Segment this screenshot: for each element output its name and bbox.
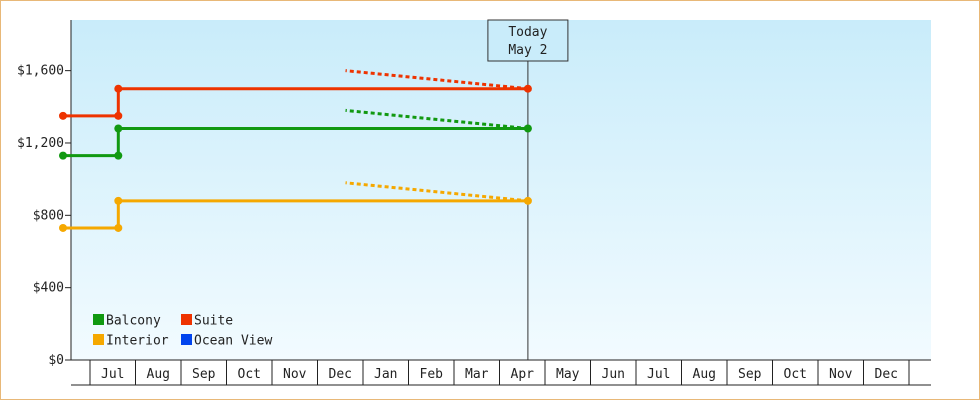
y-tick-label: $800	[33, 208, 64, 223]
legend-label-ocean-view: Ocean View	[194, 334, 272, 349]
x-month-label: Nov	[283, 367, 307, 382]
data-point-balcony	[114, 151, 123, 160]
data-point-balcony	[114, 124, 123, 133]
legend-swatch-interior	[93, 334, 104, 345]
legend-label-suite: Suite	[194, 314, 233, 329]
data-point-suite	[114, 111, 123, 120]
legend-swatch-ocean-view	[181, 334, 192, 345]
x-month-label: Oct	[238, 367, 261, 382]
x-month-label: Sep	[192, 367, 216, 382]
forecast-line-suite	[345, 69, 529, 91]
legend: Balcony Suite Interior Ocean View	[93, 314, 272, 349]
legend-swatch-balcony	[93, 314, 104, 325]
x-axis: Jul Aug Sep Oct Nov Dec Jan Feb Mar Apr May Jun Jul A…	[71, 359, 931, 386]
x-month-label: Dec	[875, 367, 898, 382]
x-month-label: Feb	[420, 367, 444, 382]
y-axis: $0 $400 $800 $1,200 $1,600	[17, 20, 72, 368]
today-marker: Today May 2	[487, 19, 569, 360]
series-line-interior	[63, 199, 528, 230]
plot-background	[71, 20, 931, 360]
today-date: May 2	[508, 43, 547, 58]
legend-label-interior: Interior	[106, 334, 169, 349]
y-tick-label: $1,600	[17, 64, 64, 79]
x-month-label: Aug	[693, 367, 716, 382]
forecast-line-interior	[345, 181, 529, 203]
today-box	[487, 19, 569, 62]
x-month-label: Mar	[465, 367, 489, 382]
series-line-balcony	[63, 127, 528, 158]
x-month-label: Dec	[329, 367, 352, 382]
data-point-interior	[114, 223, 123, 232]
legend-swatch-suite	[181, 314, 192, 325]
x-month-label: Jul	[101, 367, 124, 382]
data-point-suite	[59, 111, 67, 120]
series-lines	[59, 69, 532, 232]
today-label: Today	[508, 25, 547, 40]
data-point-interior	[59, 223, 67, 232]
x-month-label: Jul	[647, 367, 670, 382]
data-point-interior	[114, 196, 123, 205]
x-month-label: Aug	[147, 367, 170, 382]
y-tick-label: $400	[33, 281, 64, 296]
series-line-suite	[63, 87, 528, 118]
x-month-label: Jan	[374, 367, 397, 382]
data-point-balcony	[59, 151, 67, 160]
y-tick-label: $0	[48, 353, 64, 368]
x-month-label: Jun	[602, 367, 625, 382]
x-month-label: May	[556, 367, 580, 382]
x-month-label: Oct	[784, 367, 807, 382]
forecast-line-balcony	[345, 108, 529, 131]
data-point-suite	[114, 84, 123, 93]
legend-label-balcony: Balcony	[106, 314, 161, 329]
y-tick-label: $1,200	[17, 136, 64, 151]
x-month-label: Sep	[738, 367, 762, 382]
x-month-label: Nov	[829, 367, 853, 382]
x-month-label: Apr	[511, 367, 535, 382]
